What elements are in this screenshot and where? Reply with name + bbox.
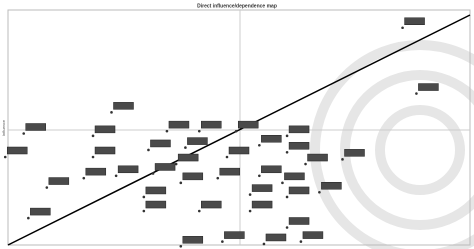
point: [115, 175, 118, 178]
label-box: [261, 135, 281, 142]
label-box: [308, 154, 328, 161]
point: [263, 243, 266, 246]
label-box: [95, 147, 115, 154]
label-box: [289, 218, 309, 225]
label-box: [266, 234, 286, 241]
point: [198, 210, 201, 213]
label-box: [345, 149, 365, 156]
label-box: [252, 185, 272, 192]
point: [180, 182, 183, 185]
label-box: [201, 121, 221, 128]
point: [221, 240, 224, 243]
label-box: [178, 154, 198, 161]
point: [147, 149, 150, 152]
label-box: [284, 173, 304, 180]
label-box: [252, 201, 272, 208]
point: [198, 130, 201, 133]
point: [258, 175, 261, 178]
point: [216, 177, 219, 180]
label-box: [289, 187, 309, 194]
label-box: [261, 166, 281, 173]
point: [184, 146, 187, 149]
label-box: [86, 168, 106, 175]
point: [27, 217, 30, 220]
label-box: [303, 232, 323, 239]
label-box: [146, 201, 166, 208]
label-box: [155, 163, 175, 170]
label-box: [187, 138, 207, 145]
label-box: [289, 126, 309, 133]
label-box: [146, 187, 166, 194]
point: [110, 111, 113, 114]
label-box: [150, 140, 170, 147]
label-box: [220, 168, 240, 175]
point: [46, 186, 49, 189]
point: [258, 144, 261, 147]
label-box: [289, 142, 309, 149]
label-box: [229, 147, 249, 154]
label-box: [7, 147, 27, 154]
label-box: [169, 121, 189, 128]
point: [235, 130, 238, 133]
point: [4, 156, 7, 159]
point: [166, 130, 169, 133]
point: [401, 26, 404, 29]
point: [318, 191, 321, 194]
point: [300, 240, 303, 243]
point: [143, 196, 146, 199]
point: [304, 163, 307, 166]
label-box: [418, 84, 438, 91]
point: [92, 156, 95, 159]
label-box: [405, 18, 425, 25]
point: [152, 172, 155, 175]
point: [286, 196, 289, 199]
point: [281, 182, 284, 185]
point: [286, 151, 289, 154]
point: [415, 92, 418, 95]
label-box: [201, 201, 221, 208]
chart-title: Direct influence/dependence map: [197, 3, 277, 9]
point: [92, 135, 95, 138]
point: [22, 132, 25, 135]
label-box: [30, 208, 50, 215]
point: [226, 156, 229, 159]
y-axis-label: Influence: [1, 119, 6, 136]
point: [143, 210, 146, 213]
point: [249, 193, 252, 196]
label-box: [114, 102, 134, 109]
point: [180, 245, 183, 248]
label-box: [26, 124, 46, 131]
point: [286, 226, 289, 229]
point: [286, 135, 289, 138]
label-box: [238, 121, 258, 128]
point: [249, 210, 252, 213]
label-box: [224, 232, 244, 239]
label-box: [183, 236, 203, 243]
point: [341, 158, 344, 161]
label-box: [49, 178, 69, 185]
watermark: [315, 45, 474, 249]
label-box: [95, 126, 115, 133]
label-box: [321, 182, 341, 189]
label-box: [183, 173, 203, 180]
label-box: [118, 166, 138, 173]
point: [82, 177, 85, 180]
chart: Direct influence/dependence map Influenc…: [0, 0, 474, 249]
